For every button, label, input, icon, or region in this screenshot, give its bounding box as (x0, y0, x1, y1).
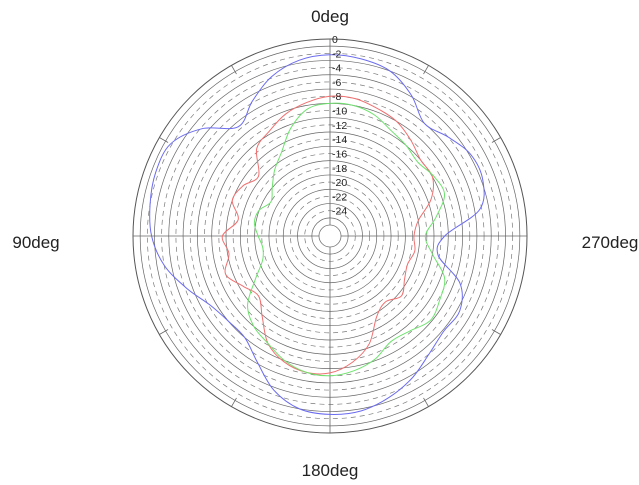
series-line-3 (247, 102, 446, 377)
direction-label-top: 0deg (311, 7, 349, 26)
series-line-1 (149, 54, 485, 415)
radial-tick-label: -12 (332, 120, 347, 132)
radial-tick-label: -22 (332, 191, 347, 203)
radial-tick-labels: 0 -2 -4 -6 -8 -10 -12 -14 -16 -18 -20 -22 -24 (332, 34, 347, 218)
angular-tick (159, 329, 169, 335)
angular-tick (491, 329, 501, 335)
radial-tick-label: -10 (332, 106, 347, 118)
radial-tick-label: -6 (332, 77, 341, 89)
angular-tick (491, 137, 501, 143)
radial-tick-label: -16 (332, 148, 347, 160)
angular-tick (159, 137, 169, 143)
radial-tick-label: -24 (332, 206, 347, 218)
angular-tick (231, 65, 237, 75)
angular-tick (231, 397, 237, 407)
series-group (149, 54, 485, 415)
radial-tick-label: 0 (332, 34, 338, 46)
radial-tick-label: -4 (332, 63, 341, 75)
direction-label-right: 270deg (582, 233, 639, 252)
series-line-2 (221, 95, 434, 375)
radial-tick-label: -8 (332, 91, 341, 103)
radial-tick-label: -20 (332, 177, 347, 189)
polar-grid (132, 38, 528, 434)
polar-inner-ring (318, 224, 342, 248)
angular-tick (423, 397, 429, 407)
radial-tick-label: -18 (332, 163, 347, 175)
radial-tick-label: -14 (332, 134, 347, 146)
radial-tick-label: -2 (332, 48, 341, 60)
direction-label-bottom: 180deg (302, 461, 359, 480)
direction-label-left: 90deg (12, 233, 59, 252)
angular-tick (423, 65, 429, 75)
